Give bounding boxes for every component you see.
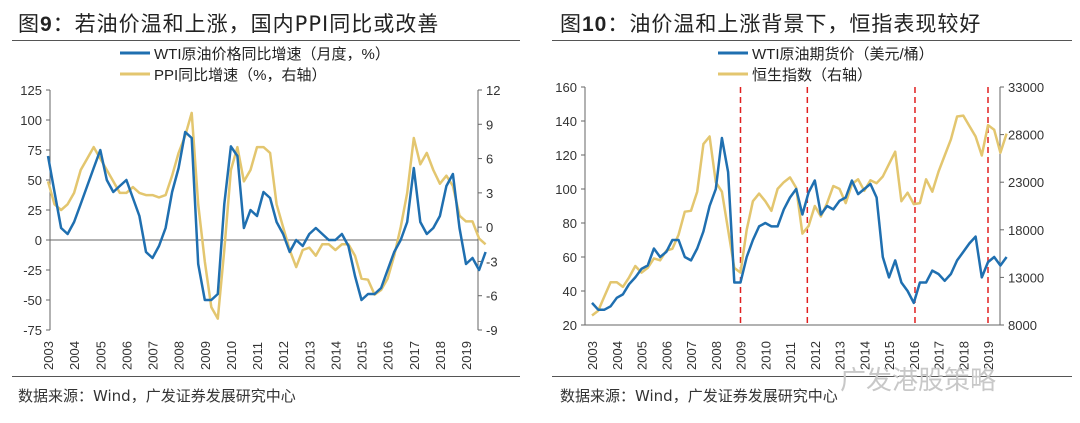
y2-tick-label: 12 bbox=[486, 83, 500, 98]
y2-tick-label: 13000 bbox=[1008, 270, 1044, 285]
x-tick-label: 2008 bbox=[172, 341, 187, 370]
watermark: 广发港股策略 bbox=[840, 366, 997, 396]
y2-tick-label: 0 bbox=[486, 220, 493, 235]
y2-tick-label: 9 bbox=[486, 117, 493, 132]
series-line-left bbox=[591, 136, 1008, 311]
y-tick-label: 60 bbox=[563, 250, 577, 265]
x-tick-label: 2011 bbox=[783, 342, 798, 370]
x-tick-label: 2017 bbox=[407, 341, 422, 370]
series-line-left bbox=[46, 130, 487, 302]
y2-tick-label: -3 bbox=[486, 254, 498, 269]
fig9-title: 图9：若油价温和上涨，国内PPI同比或改善 bbox=[18, 12, 440, 36]
y2-tick-label: 33000 bbox=[1008, 80, 1044, 95]
x-tick-label: 2016 bbox=[907, 341, 922, 370]
y-tick-label: 40 bbox=[563, 284, 577, 299]
y-tick-label: 100 bbox=[555, 182, 577, 197]
x-tick-label: 2005 bbox=[635, 341, 650, 370]
x-tick-label: 2015 bbox=[882, 341, 897, 370]
x-tick-label: 2007 bbox=[684, 341, 699, 370]
x-tick-label: 2004 bbox=[67, 341, 82, 370]
x-tick-label: 2009 bbox=[198, 341, 213, 370]
y2-tick-label: 8000 bbox=[1008, 318, 1037, 333]
y-tick-label: 120 bbox=[555, 148, 577, 163]
divider bbox=[552, 40, 1072, 41]
x-tick-label: 2017 bbox=[932, 341, 947, 370]
x-tick-label: 2018 bbox=[956, 341, 971, 370]
x-tick-label: 2019 bbox=[981, 341, 996, 370]
x-tick-label: 2012 bbox=[808, 341, 823, 370]
x-tick-label: 2009 bbox=[734, 341, 749, 370]
y2-tick-label: 3 bbox=[486, 186, 493, 201]
y-tick-label: -25 bbox=[23, 263, 42, 278]
x-tick-label: 2003 bbox=[41, 341, 56, 370]
y2-tick-label: 18000 bbox=[1008, 223, 1044, 238]
x-tick-label: 2015 bbox=[355, 341, 370, 370]
fig9-source: 数据来源：Wind，广发证券发展研究中心 bbox=[18, 387, 296, 405]
x-tick-label: 2008 bbox=[709, 341, 724, 370]
divider bbox=[12, 376, 520, 377]
x-tick-label: 2006 bbox=[119, 341, 134, 370]
y-tick-label: 25 bbox=[28, 203, 42, 218]
x-tick-label: 2019 bbox=[459, 341, 474, 370]
legend-label-1: PPI同比增速（%，右轴） bbox=[154, 67, 327, 84]
series-line-right bbox=[591, 114, 1008, 317]
x-tick-label: 2010 bbox=[224, 341, 239, 370]
x-tick-label: 2013 bbox=[833, 341, 848, 370]
x-tick-label: 2018 bbox=[433, 341, 448, 370]
x-tick-label: 2005 bbox=[93, 341, 108, 370]
x-tick-label: 2012 bbox=[276, 341, 291, 370]
y2-tick-label: -9 bbox=[486, 323, 498, 338]
fig10-title: 图10：油价温和上涨背景下，恒指表现较好 bbox=[560, 12, 982, 36]
x-tick-label: 2013 bbox=[302, 341, 317, 370]
x-tick-label: 2011 bbox=[250, 342, 265, 370]
x-tick-label: 2010 bbox=[758, 341, 773, 370]
y-tick-label: 50 bbox=[28, 173, 42, 188]
legend-label-1: 恒生指数（右轴） bbox=[752, 67, 872, 84]
series-line-right bbox=[46, 111, 487, 320]
x-tick-label: 2006 bbox=[659, 341, 674, 370]
y-tick-label: 80 bbox=[563, 216, 577, 231]
x-tick-label: 2014 bbox=[857, 341, 872, 370]
y2-tick-label: 6 bbox=[486, 152, 493, 167]
y-tick-label: 20 bbox=[563, 318, 577, 333]
y-tick-label: 75 bbox=[28, 143, 42, 158]
fig9-chart: WTI原油价格同比增速（月度，%） PPI同比增速（%，右轴） -75 -50 -25 0… bbox=[20, 46, 500, 370]
divider bbox=[552, 376, 1072, 377]
y2-tick-label: -6 bbox=[486, 289, 498, 304]
y2-tick-label: 28000 bbox=[1008, 128, 1044, 143]
legend-label-0: WTI原油期货价（美元/桶） bbox=[752, 46, 934, 63]
y-tick-label: 100 bbox=[20, 113, 42, 128]
divider bbox=[12, 40, 520, 41]
x-tick-label: 2004 bbox=[610, 341, 625, 370]
y-tick-label: -75 bbox=[23, 323, 42, 338]
fig10-chart: WTI原油期货价（美元/桶） 恒生指数（右轴） 20 40 60 80 100 120 140 1… bbox=[555, 46, 1044, 370]
x-tick-label: 2007 bbox=[146, 341, 161, 370]
legend-label-0: WTI原油价格同比增速（月度，%） bbox=[154, 46, 390, 63]
y-tick-label: 140 bbox=[555, 114, 577, 129]
fig10-source: 数据来源：Wind，广发证券发展研究中心 bbox=[560, 387, 838, 405]
x-tick-label: 2014 bbox=[328, 341, 343, 370]
y-tick-label: 125 bbox=[20, 83, 42, 98]
x-tick-label: 2016 bbox=[381, 341, 396, 370]
y-tick-label: 160 bbox=[555, 80, 577, 95]
x-tick-label: 2003 bbox=[585, 341, 600, 370]
y-tick-label: 0 bbox=[35, 233, 42, 248]
y2-tick-label: 23000 bbox=[1008, 175, 1044, 190]
y-tick-label: -50 bbox=[23, 293, 42, 308]
